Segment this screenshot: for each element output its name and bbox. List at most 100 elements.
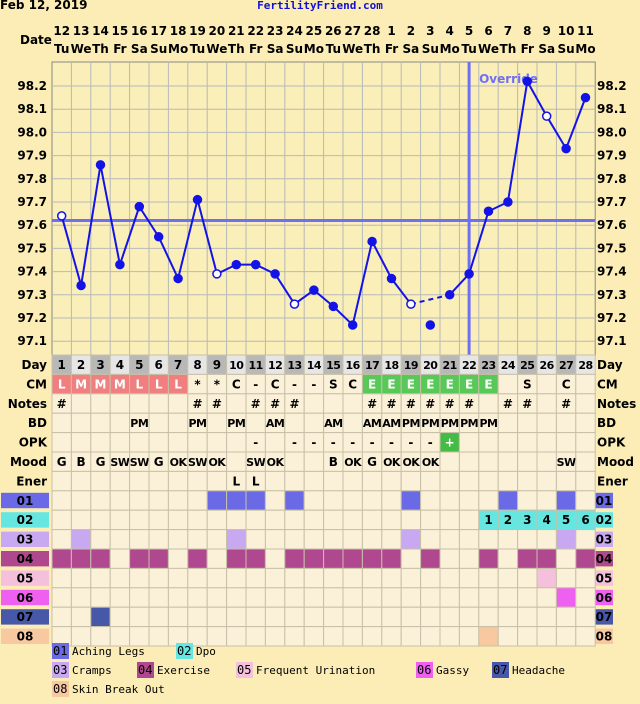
grid-cell[interactable] bbox=[303, 490, 325, 511]
grid-cell[interactable] bbox=[342, 626, 363, 647]
grid-cell[interactable] bbox=[497, 373, 519, 395]
grid-cell[interactable] bbox=[497, 432, 519, 453]
grid-cell[interactable] bbox=[109, 470, 131, 492]
grid-cell[interactable] bbox=[361, 490, 383, 511]
grid-cell[interactable] bbox=[264, 509, 286, 531]
temperature-point[interactable] bbox=[270, 269, 280, 279]
grid-cell[interactable] bbox=[517, 490, 538, 511]
grid-cell[interactable] bbox=[575, 470, 596, 492]
grid-cell[interactable] bbox=[109, 567, 131, 589]
grid-cell[interactable] bbox=[187, 432, 208, 453]
grid-cell[interactable] bbox=[264, 470, 286, 492]
grid-cell[interactable] bbox=[187, 606, 208, 628]
temperature-point[interactable] bbox=[444, 290, 455, 300]
grid-cell[interactable] bbox=[206, 432, 228, 453]
grid-cell[interactable] bbox=[264, 626, 286, 647]
grid-cell[interactable] bbox=[284, 470, 305, 492]
grid-cell[interactable] bbox=[284, 451, 305, 472]
grid-cell[interactable] bbox=[555, 606, 577, 628]
grid-cell[interactable] bbox=[284, 587, 305, 608]
grid-cell[interactable] bbox=[420, 490, 441, 511]
grid-cell[interactable] bbox=[478, 606, 499, 628]
grid-cell[interactable] bbox=[187, 490, 208, 511]
grid-cell[interactable] bbox=[303, 626, 325, 647]
grid-cell[interactable] bbox=[245, 490, 266, 511]
grid-cell[interactable] bbox=[167, 509, 189, 531]
grid-cell[interactable] bbox=[148, 490, 169, 511]
grid-cell[interactable] bbox=[148, 470, 169, 492]
grid-cell[interactable] bbox=[361, 606, 383, 628]
temperature-point[interactable] bbox=[522, 76, 533, 87]
grid-cell[interactable] bbox=[303, 529, 325, 550]
grid-cell[interactable] bbox=[70, 567, 92, 589]
grid-cell[interactable] bbox=[245, 626, 266, 647]
grid-cell[interactable] bbox=[478, 470, 499, 492]
grid-cell[interactable] bbox=[226, 393, 247, 414]
grid-cell[interactable] bbox=[90, 412, 111, 434]
grid-cell[interactable] bbox=[51, 529, 72, 550]
grid-cell[interactable] bbox=[361, 529, 383, 550]
grid-cell[interactable] bbox=[381, 587, 402, 608]
grid-cell[interactable] bbox=[109, 432, 131, 453]
temperature-point[interactable] bbox=[386, 273, 397, 284]
temperature-point[interactable] bbox=[153, 232, 164, 242]
grid-cell[interactable] bbox=[167, 432, 189, 453]
grid-cell[interactable] bbox=[206, 412, 228, 434]
grid-cell[interactable] bbox=[245, 606, 266, 628]
grid-cell[interactable] bbox=[206, 529, 228, 550]
grid-cell[interactable] bbox=[264, 606, 286, 628]
grid-cell[interactable] bbox=[51, 587, 72, 608]
grid-cell[interactable] bbox=[109, 587, 131, 608]
grid-cell[interactable] bbox=[284, 548, 305, 569]
grid-cell[interactable] bbox=[517, 529, 538, 550]
grid-cell[interactable] bbox=[381, 567, 402, 589]
grid-cell[interactable] bbox=[342, 567, 363, 589]
grid-cell[interactable] bbox=[497, 548, 519, 569]
grid-cell[interactable] bbox=[400, 529, 422, 550]
grid-cell[interactable] bbox=[555, 470, 577, 492]
grid-cell[interactable] bbox=[51, 490, 72, 511]
temperature-point[interactable] bbox=[95, 160, 106, 170]
grid-cell[interactable] bbox=[458, 606, 480, 628]
grid-cell[interactable] bbox=[109, 626, 131, 647]
temperature-point[interactable] bbox=[483, 206, 494, 217]
grid-cell[interactable] bbox=[245, 587, 266, 608]
grid-cell[interactable] bbox=[245, 412, 266, 434]
grid-cell[interactable] bbox=[497, 626, 519, 647]
grid-cell[interactable] bbox=[342, 470, 363, 492]
grid-cell[interactable] bbox=[187, 567, 208, 589]
grid-cell[interactable] bbox=[148, 606, 169, 628]
grid-cell[interactable] bbox=[439, 490, 460, 511]
grid-cell[interactable] bbox=[361, 470, 383, 492]
grid-cell[interactable] bbox=[555, 587, 577, 608]
grid-cell[interactable] bbox=[167, 587, 189, 608]
grid-cell[interactable] bbox=[575, 529, 596, 550]
grid-cell[interactable] bbox=[129, 509, 150, 531]
temperature-point[interactable] bbox=[192, 194, 203, 205]
grid-cell[interactable] bbox=[323, 548, 344, 569]
grid-cell[interactable] bbox=[555, 432, 577, 453]
grid-cell[interactable] bbox=[148, 393, 169, 414]
grid-cell[interactable] bbox=[361, 626, 383, 647]
grid-cell[interactable] bbox=[129, 529, 150, 550]
grid-cell[interactable] bbox=[70, 548, 92, 569]
grid-cell[interactable] bbox=[51, 412, 72, 434]
grid-cell[interactable] bbox=[323, 509, 344, 531]
grid-cell[interactable] bbox=[167, 470, 189, 492]
grid-cell[interactable] bbox=[264, 490, 286, 511]
grid-cell[interactable] bbox=[303, 451, 325, 472]
grid-cell[interactable] bbox=[536, 470, 557, 492]
grid-cell[interactable] bbox=[187, 529, 208, 550]
grid-cell[interactable] bbox=[478, 432, 499, 453]
grid-cell[interactable] bbox=[70, 529, 92, 550]
grid-cell[interactable] bbox=[264, 432, 286, 453]
grid-cell[interactable] bbox=[536, 567, 557, 589]
grid-cell[interactable] bbox=[148, 587, 169, 608]
grid-cell[interactable] bbox=[226, 432, 247, 453]
grid-cell[interactable] bbox=[536, 606, 557, 628]
grid-cell[interactable] bbox=[536, 432, 557, 453]
temperature-point-open[interactable] bbox=[56, 211, 67, 221]
grid-cell[interactable] bbox=[109, 509, 131, 531]
temperature-point[interactable] bbox=[250, 259, 261, 270]
grid-cell[interactable] bbox=[420, 587, 441, 608]
